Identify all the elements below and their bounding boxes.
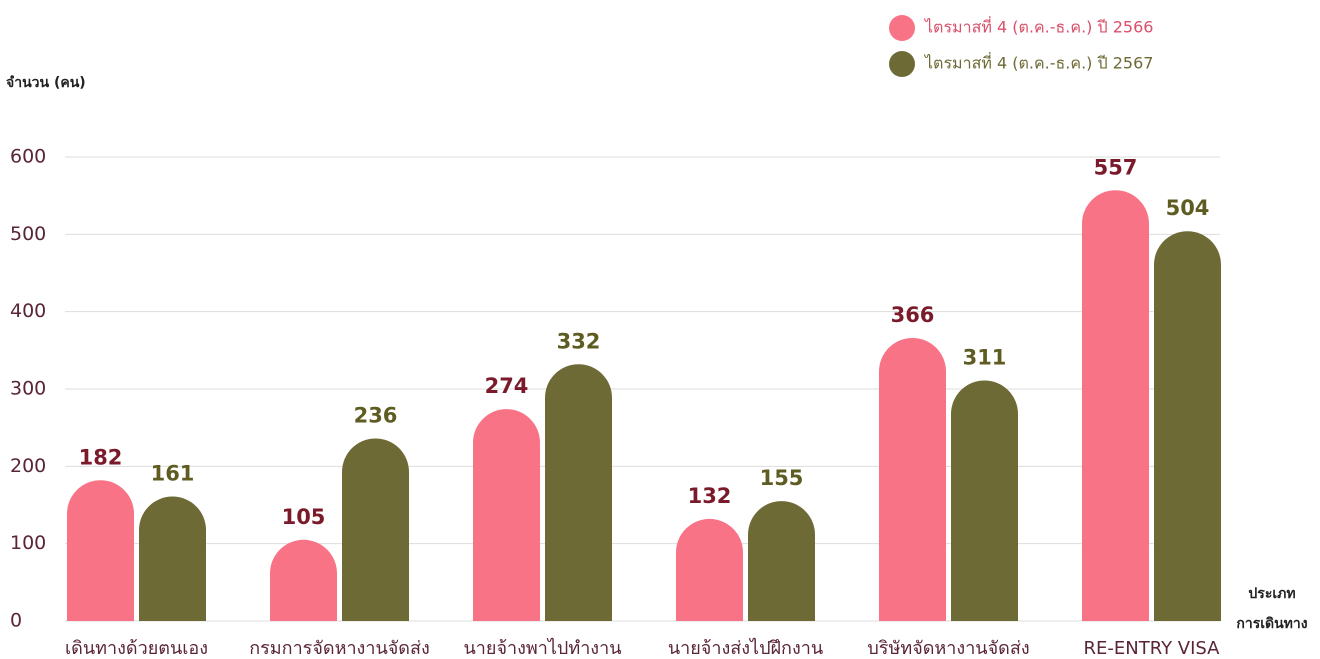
bar xyxy=(1082,190,1149,622)
value-label: 557 xyxy=(1094,155,1138,179)
x-axis-label: ประเภท xyxy=(1248,586,1295,602)
x-tick-label: บริษัทจัดหางานจัดส่ง xyxy=(867,638,1029,659)
value-label: 236 xyxy=(354,403,398,427)
x-tick-label: เดินทางด้วยตนเอง xyxy=(65,638,208,659)
legend-label: ไตรมาสที่ 4 (ต.ค.-ธ.ค.) ปี 2566 xyxy=(923,16,1153,37)
value-label: 132 xyxy=(688,484,732,508)
y-tick-label: 300 xyxy=(10,378,46,400)
value-label: 182 xyxy=(79,445,123,469)
bar xyxy=(879,337,946,621)
x-axis-label: การเดินทาง xyxy=(1236,616,1307,632)
x-tick-label: กรมการจัดหางานจัดส่ง xyxy=(249,638,430,659)
legend-label: ไตรมาสที่ 4 (ต.ค.-ธ.ค.) ปี 2567 xyxy=(923,52,1153,73)
bar xyxy=(676,518,743,621)
y-tick-label: 600 xyxy=(10,146,46,168)
bar xyxy=(545,364,612,621)
bar xyxy=(951,380,1018,621)
bar xyxy=(473,409,540,621)
bar xyxy=(342,438,409,621)
y-axis-label: จำนวน (คน) xyxy=(6,75,86,91)
x-tick-label: นายจ้างส่งไปฝึกงาน xyxy=(668,637,823,659)
x-tick-label: RE-ENTRY VISA xyxy=(1084,638,1221,659)
y-tick-label: 400 xyxy=(10,300,46,322)
legend-swatch xyxy=(889,51,915,77)
value-label: 366 xyxy=(891,303,935,327)
y-tick-label: 0 xyxy=(10,610,22,632)
y-tick-label: 500 xyxy=(10,223,46,245)
y-tick-label: 100 xyxy=(10,532,46,554)
bar xyxy=(270,539,337,621)
bar xyxy=(67,480,134,621)
bar xyxy=(139,496,206,621)
value-label: 332 xyxy=(557,329,601,353)
legend-swatch xyxy=(889,15,915,41)
value-label: 311 xyxy=(963,345,1007,369)
y-tick-label: 200 xyxy=(10,455,46,477)
value-label: 274 xyxy=(485,374,529,398)
x-tick-label: นายจ้างพาไปทำงาน xyxy=(463,637,621,659)
bar xyxy=(748,501,815,621)
value-label: 105 xyxy=(282,505,326,529)
value-label: 504 xyxy=(1166,196,1210,220)
value-label: 155 xyxy=(760,466,804,490)
bar xyxy=(1154,231,1221,621)
value-label: 161 xyxy=(151,461,195,485)
